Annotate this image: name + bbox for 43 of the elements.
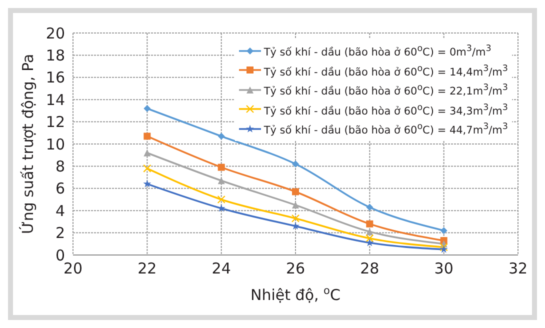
point: [218, 177, 225, 184]
y-axis-title: Ứng suất trượt động, Pa: [19, 54, 37, 234]
x-tick-label: 28: [360, 260, 380, 278]
x-tick-label: 24: [212, 260, 231, 278]
point: [218, 132, 225, 140]
y-tick-label: 10: [46, 135, 65, 154]
point: [292, 188, 299, 196]
x-axis-title: Nhiệt độ, $^{o}$C: [250, 285, 340, 304]
y-tick-label: 2: [55, 224, 65, 242]
point: [143, 164, 152, 173]
legend-label: Tỷ số khí - dầu (bão hòa ở 60$^{o}$C) = 0m$^{3}$/m$^{3}$: [264, 43, 492, 60]
point: [217, 195, 226, 204]
y-tick-label: 0: [55, 246, 65, 264]
y-tick-label: 20: [46, 24, 65, 42]
point: [144, 132, 151, 140]
legend-label: Tỷ số khí - dầu (bão hòa ở 60$^{o}$C) = 44,7m$^{3}$/m$^{3}$: [264, 121, 508, 138]
point: [218, 164, 225, 171]
point: [144, 104, 151, 112]
point: [366, 220, 374, 228]
x-tick-label: 32: [508, 260, 528, 278]
point: [366, 204, 374, 211]
point: [143, 180, 152, 188]
x-tick-label: 30: [434, 260, 454, 278]
point: [366, 238, 374, 246]
point: [366, 228, 374, 236]
x-tick-label: 22: [138, 260, 157, 278]
point: [292, 160, 299, 168]
y-tick-label: 16: [46, 68, 65, 87]
point: [144, 149, 151, 156]
x-tick-label: 26: [286, 260, 306, 278]
y-tick-label: 18: [46, 46, 65, 65]
legend-label: Tỷ số khí - dầu (bão hòa ở 60$^{o}$C) = 34,3m$^{3}$/m$^{3}$: [264, 102, 508, 119]
y-tick-label: 12: [46, 113, 65, 132]
point: [292, 202, 299, 209]
y-tick-label: 8: [55, 158, 65, 176]
y-tick-label: 4: [55, 202, 65, 220]
y-tick-label: 6: [55, 180, 65, 198]
point: [440, 227, 448, 234]
point: [366, 234, 374, 242]
point: [291, 214, 300, 222]
legend-label: Tỷ số khí - dầu (bão hòa ở 60$^{o}$C) = 22,1m$^{3}$/m$^{3}$: [264, 82, 508, 100]
legend-label: Tỷ số khí - dầu (bão hòa ở 60$^{o}$C) = 14,4m$^{3}$/m$^{3}$: [264, 62, 508, 80]
y-tick-label: 14: [46, 90, 65, 109]
